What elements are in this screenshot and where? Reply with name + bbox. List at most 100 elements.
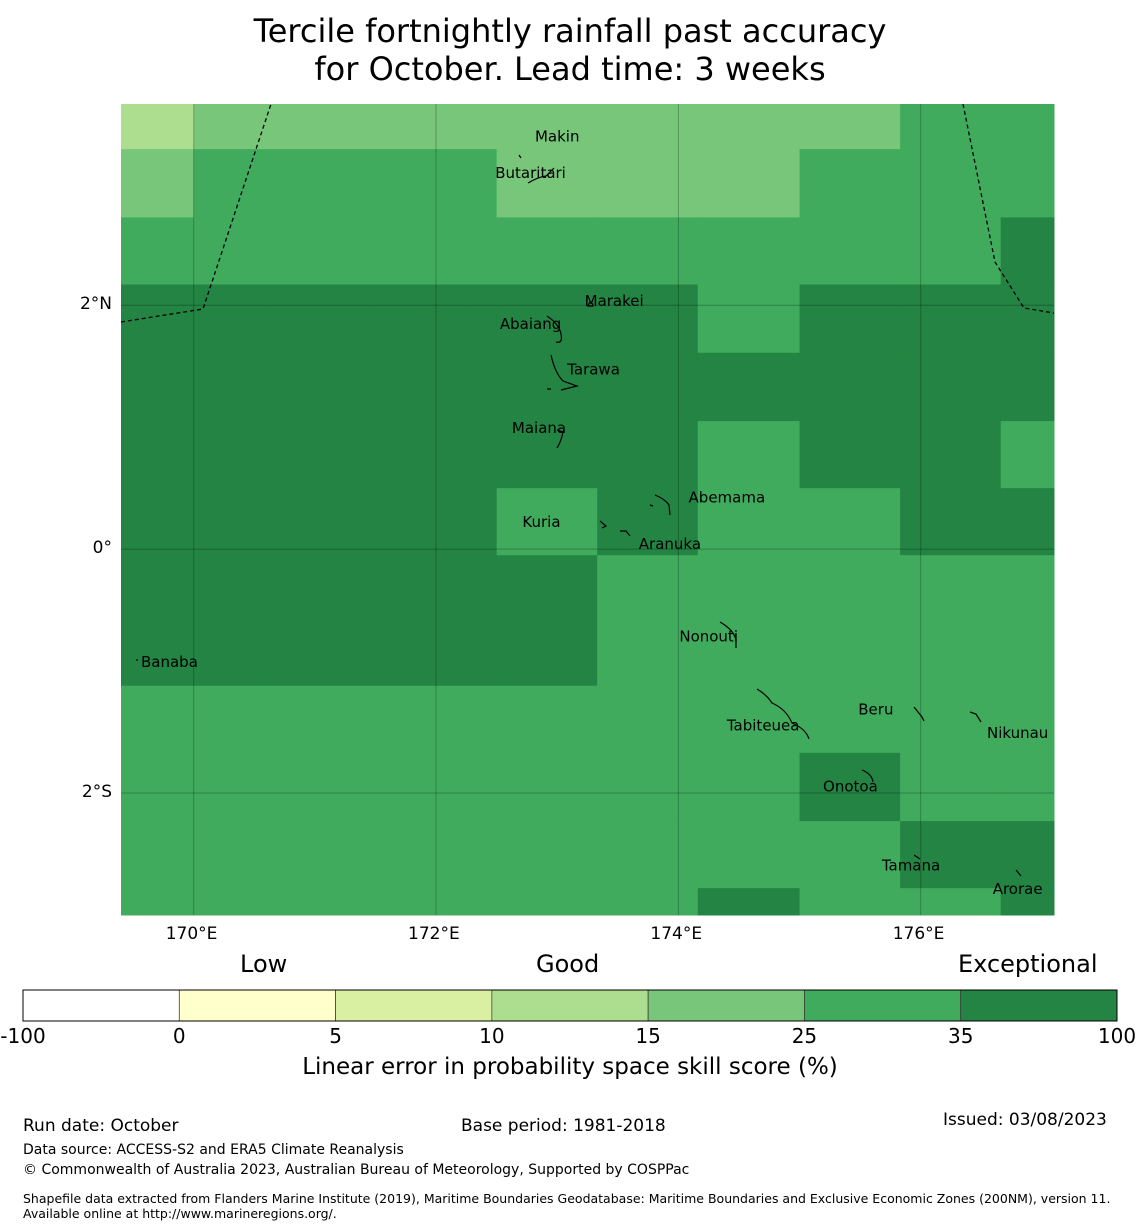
skill-cell	[121, 104, 195, 150]
colorbar-segment	[960, 989, 1118, 1022]
lon-tick-label: 174°E	[650, 924, 703, 944]
skill-cell	[193, 821, 270, 889]
skill-cell	[121, 685, 195, 754]
skill-cell	[469, 685, 498, 754]
skill-cell	[121, 421, 195, 489]
skill-cell	[268, 488, 370, 556]
island-label: Aranuka	[639, 535, 701, 553]
skill-cell	[469, 284, 498, 354]
skill-cell	[496, 284, 598, 354]
skill-cell	[1000, 284, 1055, 354]
skill-cell	[1000, 685, 1055, 754]
skill-cell	[469, 752, 498, 822]
skill-cell	[369, 752, 471, 822]
data-source: Data source: ACCESS-S2 and ERA5 Climate …	[23, 1142, 404, 1158]
skill-cell	[193, 149, 270, 218]
colorbar-segment	[491, 989, 649, 1022]
colorbar-tick-label: 15	[635, 1024, 661, 1048]
skill-cell	[597, 685, 699, 754]
island-label: Kuria	[522, 513, 560, 531]
skill-cell	[496, 149, 598, 218]
skill-cell	[193, 685, 270, 754]
skill-cell	[121, 284, 195, 354]
skill-cell	[193, 352, 270, 422]
island-label: Maiana	[512, 419, 566, 437]
skill-cell	[597, 821, 699, 889]
island-outline	[1015, 869, 1022, 877]
skill-cell	[799, 685, 901, 754]
island-label: Tamana	[881, 857, 940, 875]
skill-cell	[193, 888, 270, 916]
skill-cell	[799, 421, 901, 489]
colorbar-tick-label: -100	[0, 1024, 46, 1048]
skill-cell	[496, 421, 598, 489]
colorbar	[22, 989, 1118, 1022]
skill-cell	[900, 421, 1002, 489]
category-exceptional: Exceptional	[958, 950, 1098, 978]
skill-cell	[900, 284, 1002, 354]
skill-cell	[469, 488, 498, 556]
skill-cell	[697, 104, 801, 150]
skill-cell	[121, 488, 195, 556]
eez-boundary-east	[962, 103, 1055, 314]
skill-cell	[469, 821, 498, 889]
colorbar-segment	[647, 989, 805, 1022]
island-outline	[756, 688, 810, 740]
skill-cell	[597, 488, 699, 556]
island-label: Tabiteuea	[726, 716, 800, 734]
skill-cell	[597, 104, 699, 150]
island-outline	[969, 711, 982, 723]
skill-cell	[900, 104, 1002, 150]
skill-cell	[268, 421, 370, 489]
skill-cell	[496, 752, 598, 822]
skill-cell	[121, 555, 195, 687]
lat-tick-label: 0°	[92, 538, 112, 559]
issued-date: Issued: 03/08/2023	[943, 1110, 1107, 1130]
skill-cell	[900, 821, 1002, 889]
skill-cell	[900, 488, 1002, 556]
skill-cell	[900, 149, 1002, 218]
skill-cell	[697, 555, 801, 687]
skill-cell	[1000, 488, 1055, 556]
skill-cell	[799, 104, 901, 150]
skill-cell	[799, 149, 901, 218]
skill-cell	[597, 352, 699, 422]
skill-cell	[268, 555, 370, 687]
island-label: Beru	[858, 701, 893, 719]
island-outline	[518, 154, 522, 159]
island-outline	[527, 167, 555, 184]
skill-cell	[1000, 421, 1055, 489]
colorbar-segment	[178, 989, 336, 1022]
skill-cell	[1000, 217, 1055, 285]
island-outline	[913, 706, 925, 722]
skill-cell	[193, 104, 270, 150]
island-label: Abemama	[689, 488, 766, 506]
skill-cell	[369, 104, 471, 150]
skill-cell	[369, 421, 471, 489]
colorbar-tick-label: 35	[947, 1024, 974, 1048]
skill-cell	[469, 149, 498, 218]
skill-cell	[469, 888, 498, 916]
colorbar-tick-label: 5	[329, 1024, 342, 1048]
island-outline	[547, 354, 580, 391]
skill-cell	[900, 685, 1002, 754]
island-outline	[587, 301, 594, 307]
island-outlines: Makin Butaritari Marakei Abaiang Tarawa Maian…	[136, 127, 1048, 898]
skill-cell	[268, 104, 370, 150]
skill-cell	[496, 555, 598, 687]
skill-cell	[900, 888, 1002, 916]
skill-cell	[193, 488, 270, 556]
island-label: Nonouti	[679, 627, 738, 645]
skill-cell	[469, 104, 498, 150]
skill-cell	[121, 217, 195, 285]
colorbar-segment	[335, 989, 493, 1022]
skill-cell	[121, 149, 195, 218]
skill-cell	[268, 352, 370, 422]
skill-cell	[597, 752, 699, 822]
colorbar-tick-label: 100	[1097, 1024, 1137, 1048]
skill-cell	[369, 555, 471, 687]
run-date: Run date: October	[23, 1116, 179, 1136]
skill-cell	[193, 284, 270, 354]
skill-cell	[268, 752, 370, 822]
island-outline	[719, 621, 737, 648]
